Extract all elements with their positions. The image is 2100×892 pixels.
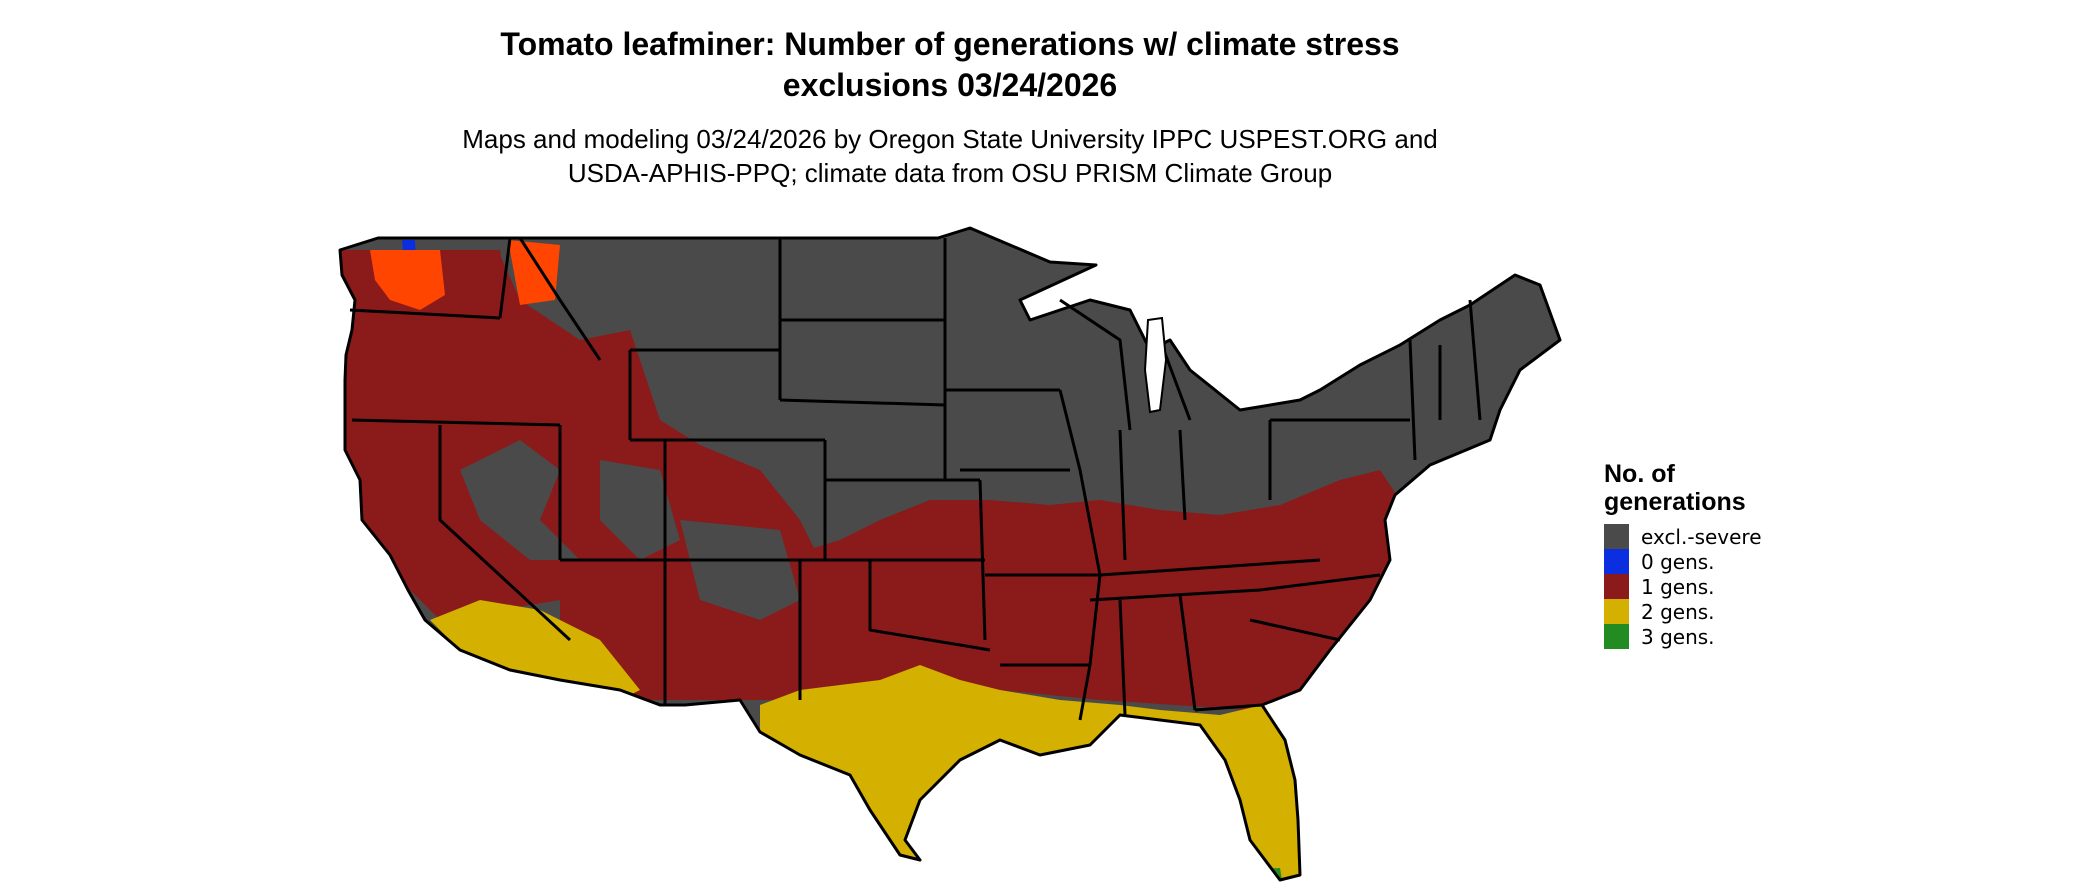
border-id-mt (518, 237, 602, 361)
legend-label: excl.-severe (1641, 524, 1762, 549)
legend-title-line-1: No. of (1604, 460, 1675, 488)
legend-item-0-gens: 0 gens. (1604, 549, 1762, 574)
border-ms-al (1118, 599, 1127, 716)
title-line-2: exclusions 03/24/2026 (782, 67, 1118, 103)
legend-item-excl-severe: excl.-severe (1604, 524, 1762, 549)
border-ky-tn (1099, 558, 1321, 577)
map-title: Tomato leafminer: Number of generations … (0, 24, 1900, 106)
border-al-ga (1178, 594, 1197, 711)
legend-label: 0 gens. (1641, 549, 1715, 574)
legend-item-2-gens: 2 gens. (1604, 599, 1762, 624)
border-id-west (498, 237, 512, 319)
legend-swatch (1604, 549, 1629, 574)
legend-swatch (1604, 624, 1629, 649)
legend-label: 2 gens. (1641, 599, 1715, 624)
border-new-england (1438, 299, 1482, 421)
border-ca-nv (438, 425, 572, 642)
border-il-in (1118, 429, 1127, 561)
title-line-1: Tomato leafminer: Number of generations … (500, 26, 1400, 62)
excl-region-great-basin (460, 440, 580, 560)
gen1-region-south (560, 470, 1400, 710)
legend: No. of generations excl.-severe 0 gens. … (1604, 460, 1762, 649)
border-ny-ne (1408, 339, 1417, 461)
excl-region-rockies (600, 460, 680, 560)
border-in-oh (1178, 429, 1187, 521)
legend-title-line-2: generations (1604, 488, 1746, 516)
gen1-region-northwest (340, 250, 520, 430)
lake-michigan (1143, 316, 1168, 414)
border-ok-tx (868, 560, 991, 652)
legend-swatch (1604, 599, 1629, 624)
legend-label: 3 gens. (1641, 624, 1715, 649)
us-outline (338, 226, 1562, 882)
orange-region-idaho (508, 240, 560, 305)
border-sd-ne (779, 398, 946, 407)
legend-swatch (1604, 524, 1629, 549)
border-wi-mi (1059, 298, 1132, 431)
legend-item-1-gens: 1 gens. (1604, 574, 1762, 599)
us-land-fill (340, 228, 1560, 880)
subtitle-line-2: USDA-APHIS-PPQ; climate data from OSU PR… (567, 158, 1333, 188)
legend-swatch (1604, 574, 1629, 599)
border-wa-or (349, 308, 501, 320)
gen2-region-sw (430, 600, 640, 700)
subtitle-line-1: Maps and modeling 03/24/2026 by Oregon S… (462, 124, 1438, 154)
gen2-region-gulf (760, 665, 1300, 880)
border-ga-fl (1194, 703, 1263, 712)
legend-title: No. of generations (1604, 460, 1762, 516)
border-or-ca-nv (351, 418, 561, 427)
border-ks-mo (978, 479, 987, 641)
border-tn-south (1089, 588, 1261, 602)
border-va-nc (1259, 573, 1381, 592)
legend-label: 1 gens. (1641, 574, 1715, 599)
map-subtitle: Maps and modeling 03/24/2026 by Oregon S… (0, 122, 1900, 190)
legend-item-3-gens: 3 gens. (1604, 624, 1762, 649)
border-nc-sc (1249, 618, 1341, 642)
excl-region-new-mexico (680, 520, 800, 620)
orange-region-washington (370, 250, 445, 310)
